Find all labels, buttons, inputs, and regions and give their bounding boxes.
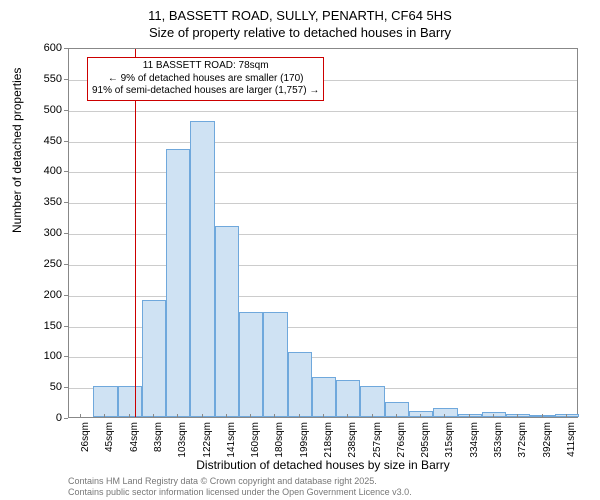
annotation-line: ← 9% of detached houses are smaller (170… [92,73,319,86]
x-tick-label: 83sqm [153,422,164,452]
gridline-h [69,172,577,173]
x-axis-title: Distribution of detached houses by size … [68,458,578,472]
annotation-box: 11 BASSETT ROAD: 78sqm← 9% of detached h… [87,57,324,101]
x-tick-mark [80,414,81,418]
y-axis: 050100150200250300350400450500550600 [0,48,68,418]
x-tick-mark [153,414,154,418]
y-tick-label: 100 [44,350,62,362]
annotation-line: 11 BASSETT ROAD: 78sqm [92,60,319,73]
x-tick-mark [323,414,324,418]
y-tick-label: 200 [44,289,62,301]
footer-line-2: Contains public sector information licen… [68,487,412,498]
x-tick-mark [469,414,470,418]
histogram-bar [336,380,360,417]
x-tick-mark [274,414,275,418]
y-tick-label: 0 [56,412,62,424]
x-tick-label: 199sqm [299,422,310,458]
x-tick-label: 45sqm [104,422,115,452]
plot-area: 11 BASSETT ROAD: 78sqm← 9% of detached h… [68,48,578,418]
gridline-h [69,111,577,112]
y-tick-label: 50 [50,381,62,393]
histogram-bar [190,121,214,417]
x-tick-label: 64sqm [129,422,140,452]
x-tick-label: 238sqm [347,422,358,458]
x-tick-mark [202,414,203,418]
histogram-bar [166,149,190,417]
histogram-bar [555,414,579,417]
y-tick-label: 500 [44,104,62,116]
histogram-bar [312,377,336,417]
x-tick-mark [542,414,543,418]
x-tick-label: 353sqm [493,422,504,458]
x-tick-label: 257sqm [372,422,383,458]
histogram-bar [506,414,530,417]
x-tick-mark [566,414,567,418]
x-tick-label: 392sqm [542,422,553,458]
y-tick-label: 450 [44,135,62,147]
x-tick-label: 372sqm [517,422,528,458]
gridline-h [69,203,577,204]
histogram-bar [239,312,263,417]
y-tick-label: 350 [44,196,62,208]
title-line-2: Size of property relative to detached ho… [0,25,600,42]
y-tick-label: 150 [44,320,62,332]
title-line-1: 11, BASSETT ROAD, SULLY, PENARTH, CF64 5… [0,8,600,25]
histogram-bar [385,402,409,417]
histogram-bar [433,408,457,417]
histogram-bar [93,386,117,417]
chart-footer: Contains HM Land Registry data © Crown c… [68,476,412,498]
x-tick-mark [420,414,421,418]
x-tick-mark [177,414,178,418]
y-tick-label: 550 [44,73,62,85]
histogram-bar [530,415,554,417]
property-marker-line [135,49,137,417]
x-tick-label: 141sqm [226,422,237,458]
x-tick-label: 160sqm [250,422,261,458]
x-tick-mark [250,414,251,418]
y-tick-label: 300 [44,227,62,239]
x-tick-mark [396,414,397,418]
gridline-h [69,265,577,266]
x-tick-label: 295sqm [420,422,431,458]
histogram-bar [458,414,482,417]
x-tick-label: 315sqm [444,422,455,458]
x-tick-label: 180sqm [274,422,285,458]
y-tick-label: 400 [44,165,62,177]
histogram-bar [360,386,384,417]
x-tick-mark [347,414,348,418]
x-tick-mark [444,414,445,418]
footer-line-1: Contains HM Land Registry data © Crown c… [68,476,412,487]
x-tick-mark [129,414,130,418]
gridline-h [69,234,577,235]
x-tick-label: 122sqm [202,422,213,458]
chart-title: 11, BASSETT ROAD, SULLY, PENARTH, CF64 5… [0,8,600,42]
gridline-h [69,142,577,143]
x-tick-mark [299,414,300,418]
histogram-bar [215,226,239,417]
x-tick-label: 103sqm [177,422,188,458]
x-tick-label: 411sqm [566,422,577,457]
annotation-line: 91% of semi-detached houses are larger (… [92,85,319,98]
x-tick-mark [226,414,227,418]
x-tick-mark [104,414,105,418]
x-tick-mark [517,414,518,418]
histogram-bar [142,300,166,417]
x-tick-label: 26sqm [80,422,91,452]
chart-container: 11, BASSETT ROAD, SULLY, PENARTH, CF64 5… [0,0,600,500]
histogram-bar [288,352,312,417]
x-tick-label: 218sqm [323,422,334,458]
x-tick-label: 334sqm [469,422,480,458]
x-tick-mark [372,414,373,418]
x-tick-label: 276sqm [396,422,407,458]
histogram-bar [409,411,433,417]
gridline-h [69,296,577,297]
x-tick-mark [493,414,494,418]
y-tick-label: 250 [44,258,62,270]
y-tick-label: 600 [44,42,62,54]
histogram-bar [118,386,142,417]
histogram-bar [263,312,287,417]
